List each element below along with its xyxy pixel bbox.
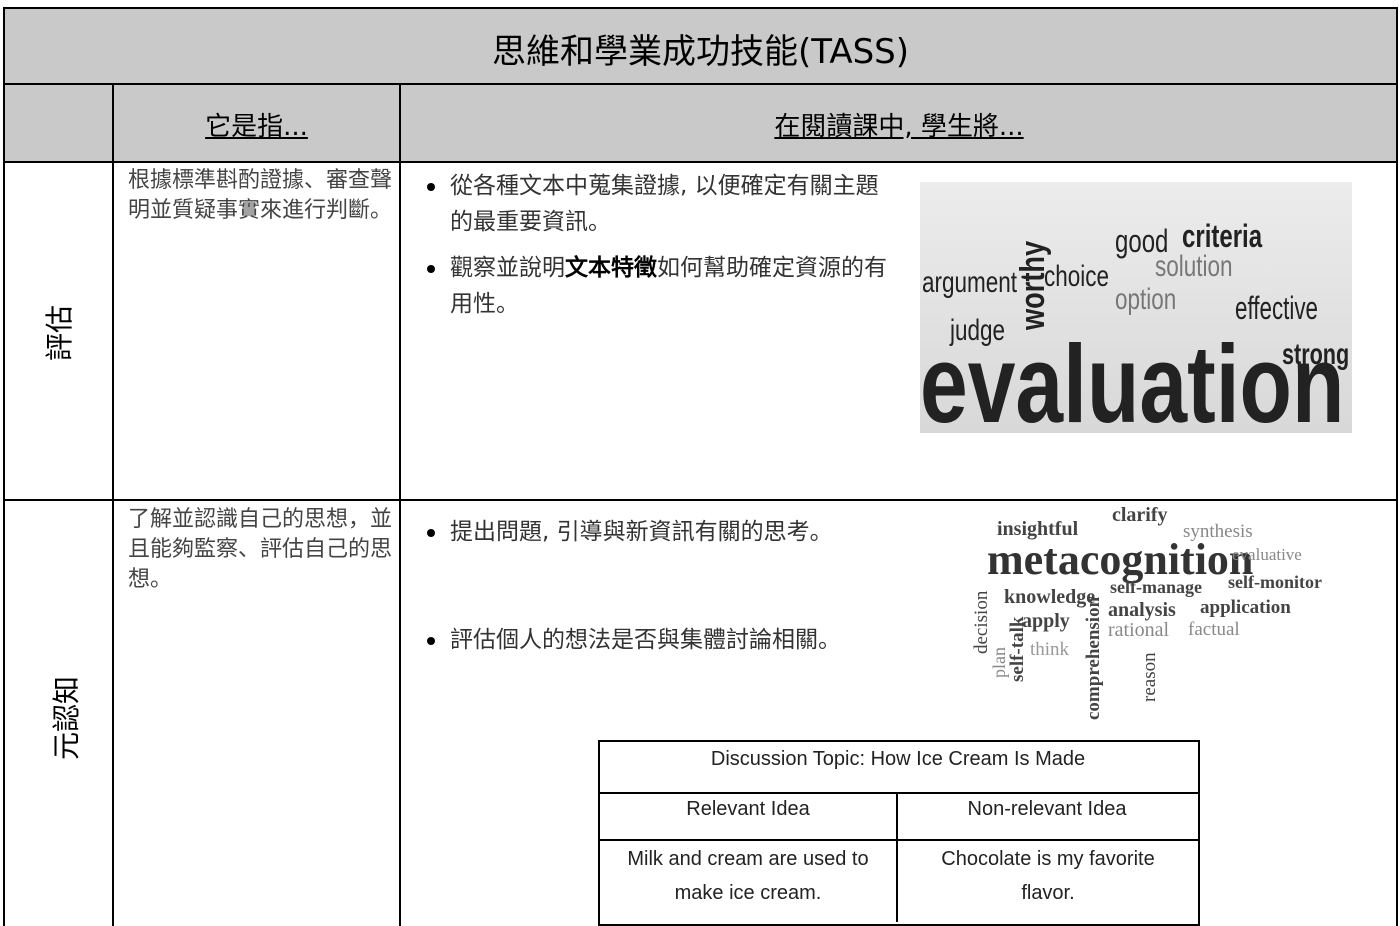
word: factual	[1188, 619, 1240, 640]
word: criteria	[1182, 218, 1263, 254]
word: strong	[1282, 338, 1350, 371]
bullet-bold: 文本特徵	[565, 255, 657, 281]
word: option	[1115, 283, 1177, 316]
border	[399, 83, 401, 926]
word: knowledge	[1004, 586, 1096, 608]
word: self-monitor	[1228, 572, 1322, 592]
bullet: 從各種文本中蒐集證據, 以便確定有關主題的最重要資訊。	[427, 168, 900, 240]
title: 思維和學業成功技能(TASS)	[491, 32, 910, 72]
word: clarify	[1112, 504, 1168, 526]
word: think	[1030, 639, 1070, 660]
word-cloud-bg	[920, 182, 1352, 433]
border	[3, 7, 1398, 9]
word: effective	[1235, 290, 1319, 326]
table-header: Relevant Idea	[686, 798, 810, 820]
bullet: 評估個人的想法是否與集體討論相關。	[427, 622, 900, 658]
word: metacognition	[987, 535, 1254, 584]
border	[598, 839, 1198, 841]
table-title: Discussion Topic: How Ice Cream Is Made	[710, 748, 1086, 770]
column-header: 在閱讀課中, 學生將...	[774, 112, 1024, 142]
row-label: 評估	[43, 304, 77, 362]
border	[112, 83, 114, 926]
bullet-text: 評估個人的想法是否與集體討論相關。	[450, 627, 841, 653]
bullet: 觀察並說明文本特徵如何幫助確定資源的有用性。	[427, 250, 900, 322]
border	[1396, 7, 1398, 926]
table-cell: Chocolate is my favorite flavor.	[941, 848, 1155, 904]
word: reason	[1139, 652, 1160, 702]
border	[598, 792, 1198, 794]
border	[3, 83, 1398, 85]
border	[3, 499, 1398, 501]
definition: 根據標準斟酌證據、審查聲明並質疑事實來進行判斷。	[128, 168, 393, 223]
border	[3, 7, 5, 926]
word: evaluation	[920, 323, 1345, 446]
word: self-manage	[1110, 577, 1202, 597]
discussion-table	[598, 740, 1200, 926]
border	[3, 161, 1398, 163]
word: good	[1115, 223, 1169, 259]
word: application	[1200, 597, 1291, 618]
row-label: 元認知	[50, 675, 84, 761]
word: choice	[1044, 260, 1110, 293]
definition: 了解並認識自己的思想，並且能夠監察、評估自己的思想。	[128, 507, 393, 592]
bullet-text: 觀察並說明	[450, 255, 565, 281]
word: plan	[989, 647, 1009, 678]
word: judge	[950, 314, 1006, 347]
word: apply	[1022, 610, 1070, 632]
bullet-text: 提出問題, 引導與新資訊有關的思考。	[450, 519, 833, 545]
column-header: 它是指...	[205, 112, 308, 142]
bullet: 提出問題, 引導與新資訊有關的思考。	[427, 514, 900, 550]
word: argument	[922, 266, 1018, 299]
word: self-talk	[1007, 616, 1028, 682]
word: comprehension	[1083, 596, 1104, 720]
word: analysis	[1108, 599, 1176, 621]
title-bg	[3, 8, 1398, 162]
word: synthesis	[1183, 521, 1253, 542]
table-cell: Milk and cream are used to make ice crea…	[627, 848, 869, 904]
word: evaluative	[1232, 545, 1302, 564]
word: decision	[971, 590, 992, 654]
word: solution	[1155, 250, 1233, 283]
bullet-text: 如何幫助確定資源的有用性。	[450, 255, 887, 317]
word: rational	[1108, 619, 1170, 641]
table-header: Non-relevant Idea	[967, 798, 1127, 820]
border	[896, 792, 898, 922]
word: insightful	[997, 518, 1079, 540]
bullet-text: 從各種文本中蒐集證據, 以便確定有關主題的最重要資訊。	[450, 173, 879, 235]
